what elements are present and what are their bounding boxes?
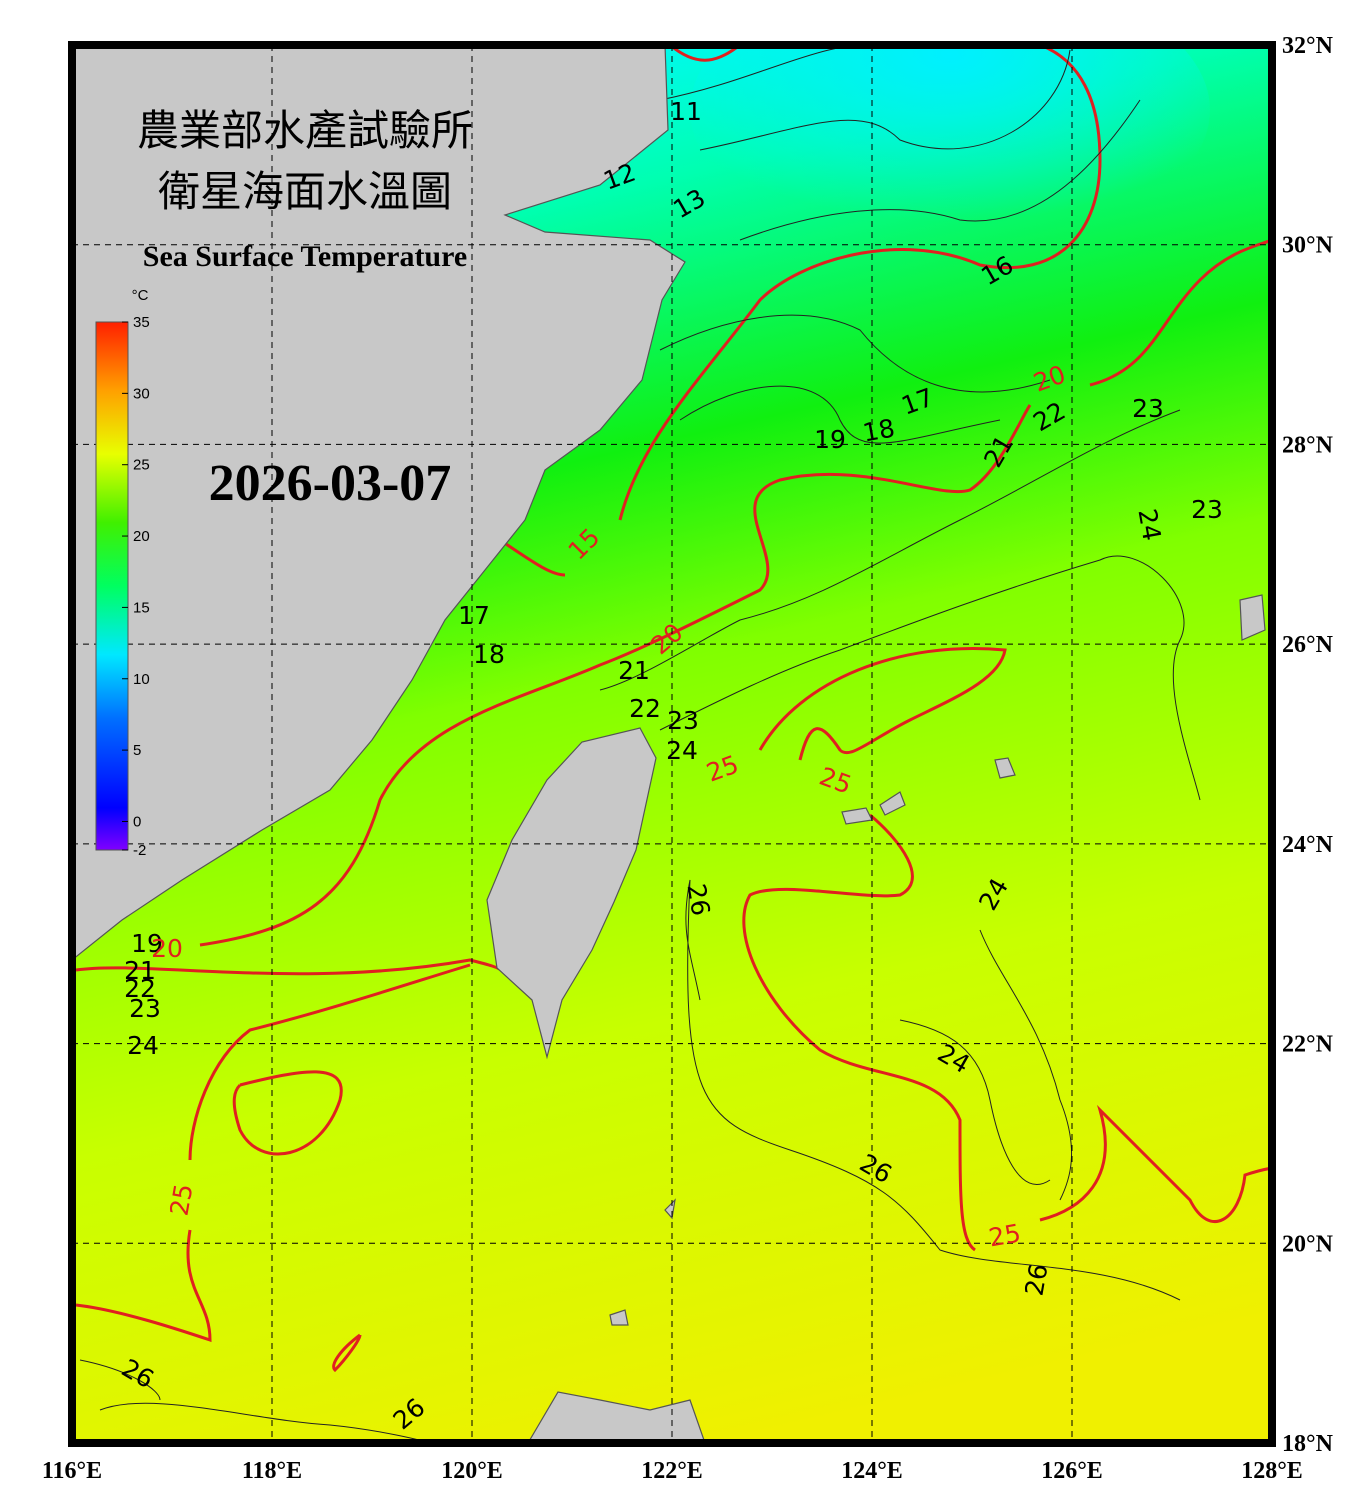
lat-tick-label: 24°N bbox=[1282, 832, 1334, 858]
red-contours bbox=[75, 45, 1272, 1373]
contour-label: 26 bbox=[681, 882, 715, 918]
lon-tick-label: 116°E bbox=[42, 1458, 102, 1484]
lon-tick-label: 124°E bbox=[841, 1458, 903, 1484]
contour-label: 18 bbox=[861, 413, 897, 447]
contour-label: 19 bbox=[814, 425, 846, 454]
map-area bbox=[72, 45, 1272, 1443]
contour-label: 21 bbox=[618, 656, 650, 685]
colorbar-tick-label: 35 bbox=[133, 314, 150, 331]
cold-water bbox=[690, 45, 1210, 250]
colorbar-tick-label: 15 bbox=[133, 599, 150, 616]
lon-tick-label: 118°E bbox=[242, 1458, 302, 1484]
contour-label: 18 bbox=[473, 640, 505, 669]
contour-label: 11 bbox=[670, 97, 702, 126]
colorbar bbox=[95, 321, 129, 851]
map-frame bbox=[68, 41, 1276, 1447]
contour-label: 25 bbox=[987, 1218, 1023, 1252]
land bbox=[72, 45, 1266, 1443]
contour-label: 20 bbox=[151, 934, 183, 963]
contour-label: 22 bbox=[124, 974, 156, 1003]
contour-label: 24 bbox=[1132, 507, 1166, 543]
lat-tick-label: 30°N bbox=[1282, 233, 1334, 259]
colorbar-tick-label: 0 bbox=[133, 813, 141, 830]
lon-tick-label: 122°E bbox=[641, 1458, 703, 1484]
lon-tick-label: 128°E bbox=[1241, 1458, 1303, 1484]
lat-tick-label: 22°N bbox=[1282, 1032, 1334, 1058]
colorbar-tick-label: 25 bbox=[133, 457, 150, 474]
contour-label: 22 bbox=[629, 694, 661, 723]
date: 2026-03-07 bbox=[209, 455, 452, 512]
title-en: Sea Surface Temperature bbox=[143, 240, 467, 273]
colorbar-tick-label: 5 bbox=[133, 742, 141, 759]
lat-tick-label: 32°N bbox=[1282, 33, 1334, 59]
subtitle-zh: 衛星海面水溫圖 bbox=[158, 167, 452, 216]
contour-label: 24 bbox=[666, 736, 698, 765]
lat-tick-label: 26°N bbox=[1282, 632, 1334, 658]
lat-tick-label: 28°N bbox=[1282, 432, 1334, 458]
contour-label: 23 bbox=[1132, 394, 1164, 423]
contour-label: 23 bbox=[1191, 495, 1223, 524]
colorbar-unit: °C bbox=[132, 287, 149, 304]
lat-tick-label: 20°N bbox=[1282, 1231, 1334, 1257]
black-contours bbox=[79, 45, 1201, 1443]
colorbar-tick-label: 10 bbox=[133, 671, 150, 688]
contour-label: 21 bbox=[124, 956, 156, 985]
contour-label: 24 bbox=[127, 1031, 159, 1060]
title-zh: 農業部水產試驗所 bbox=[137, 106, 473, 155]
contour-label: 25 bbox=[164, 1182, 198, 1218]
contour-label: 19 bbox=[131, 929, 163, 958]
colorbar-tick-label: 20 bbox=[133, 528, 150, 545]
contour-label: 23 bbox=[667, 706, 699, 735]
colorbar-tick-label: -2 bbox=[133, 842, 146, 859]
graticule bbox=[72, 45, 1272, 1443]
lat-tick-label: 18°N bbox=[1282, 1431, 1334, 1457]
lon-tick-label: 126°E bbox=[1041, 1458, 1103, 1484]
colorbar-tick-label: 30 bbox=[133, 385, 150, 402]
contour-label: 17 bbox=[458, 601, 490, 630]
contour-label: 23 bbox=[129, 994, 161, 1023]
contour-label: 26 bbox=[1019, 1262, 1053, 1298]
lon-tick-label: 120°E bbox=[441, 1458, 503, 1484]
